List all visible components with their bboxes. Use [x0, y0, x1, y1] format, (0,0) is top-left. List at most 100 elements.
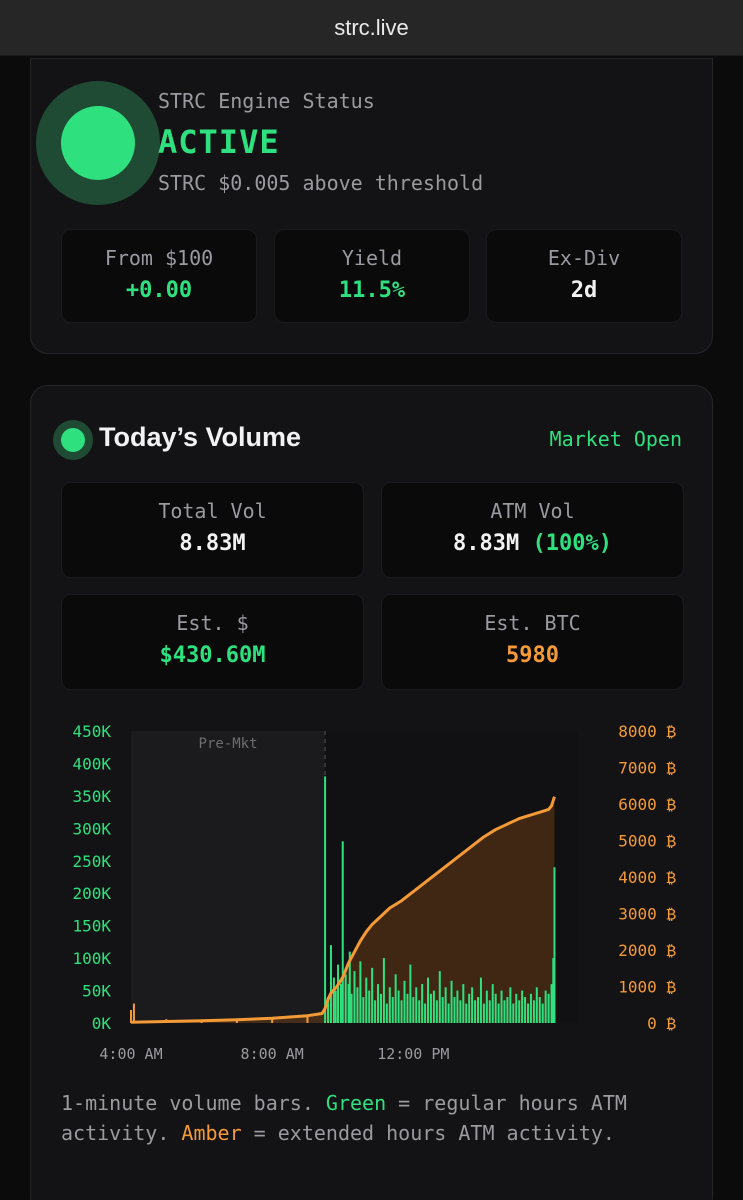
green-volume-bar: [379, 993, 382, 1023]
tile-value: 11.5%: [338, 278, 406, 303]
green-volume-bar: [391, 997, 394, 1023]
y-left-tick-label: 250K: [72, 852, 111, 871]
y-left-tick-label: 50K: [82, 982, 111, 1001]
green-volume-bar: [350, 993, 353, 1023]
tile-label: ATM Vol: [490, 499, 575, 523]
green-volume-bar: [421, 984, 424, 1023]
atm-vol-tile: ATM Vol 8.83M (100%): [381, 482, 684, 578]
green-volume-bar: [397, 990, 400, 1023]
green-volume-bar: [453, 997, 456, 1023]
y-left-tick-label: 150K: [72, 917, 111, 936]
green-volume-bar: [532, 1000, 535, 1023]
green-volume-bar: [365, 977, 368, 1023]
green-volume-bar: [356, 987, 359, 1023]
tile-label: From $100: [104, 246, 214, 270]
green-volume-bar: [544, 990, 547, 1023]
green-volume-bar: [521, 990, 524, 1023]
green-volume-bar: [524, 997, 527, 1023]
green-volume-bar: [418, 1000, 421, 1023]
green-volume-bar: [334, 990, 337, 1023]
green-volume-bar: [362, 997, 365, 1023]
green-volume-bar: [341, 841, 344, 1023]
green-volume-bar: [535, 987, 538, 1023]
tile-value: 5980: [506, 643, 559, 668]
y-left-tick-label: 300K: [72, 819, 111, 838]
caption-text-3: = extended hours ATM activity.: [241, 1121, 615, 1145]
green-volume-bar: [324, 776, 327, 1023]
y-right-tick-label: 7000 ₿: [618, 759, 676, 778]
green-volume-bar: [435, 1000, 438, 1023]
market-status-badge: Market Open: [549, 427, 682, 451]
green-volume-bar: [412, 997, 415, 1023]
btc-cumulative-line: [130, 796, 556, 1024]
green-volume-bar: [368, 990, 371, 1023]
x-tick-label: 8:00 AM: [241, 1045, 304, 1063]
premarket-region: [131, 731, 326, 1023]
green-volume-bar: [385, 1003, 388, 1023]
todays-volume-card: Today’s Volume Market Open Total Vol 8.8…: [30, 385, 713, 1200]
tile-value-percent: (100%): [519, 531, 612, 556]
engine-status-card: STRC Engine Status ACTIVE STRC $0.005 ab…: [30, 58, 713, 354]
green-volume-bar: [518, 1000, 521, 1023]
x-tick-label: 12:00 PM: [377, 1045, 449, 1063]
green-volume-bar: [450, 980, 453, 1023]
green-volume-bar: [538, 997, 541, 1023]
green-volume-bar: [441, 997, 444, 1023]
y-right-tick-label: 3000 ₿: [618, 905, 676, 924]
browser-address-bar[interactable]: strc.live: [0, 0, 743, 56]
green-volume-bar: [477, 997, 480, 1023]
amber-volume-bar: [306, 1016, 309, 1023]
green-volume-bar: [527, 1003, 530, 1023]
green-volume-bar: [509, 987, 512, 1023]
green-volume-bar: [382, 958, 385, 1023]
status-value: ACTIVE: [158, 123, 280, 161]
green-volume-bar: [406, 993, 409, 1023]
ex-div-tile: Ex-Div 2d: [486, 229, 682, 323]
amber-volume-bar: [132, 1003, 135, 1023]
y-right-tick-label: 4000 ₿: [618, 868, 676, 887]
total-vol-tile: Total Vol 8.83M: [61, 482, 364, 578]
green-volume-bar: [332, 977, 335, 1023]
green-volume-bar: [432, 990, 435, 1023]
green-volume-bar: [497, 1003, 500, 1023]
green-volume-bar: [400, 1000, 403, 1023]
volume-title: Today’s Volume: [99, 422, 302, 452]
tile-value: $430.60M: [159, 643, 266, 668]
green-volume-bar: [339, 984, 342, 1023]
volume-chart-svg: Pre-Mkt 0K 50K 100K 150K 200K 250K 300K 350K 400K…: [72, 722, 676, 1063]
green-volume-bar: [394, 974, 397, 1023]
tile-label: Est. BTC: [484, 611, 581, 635]
tile-label: Yield: [341, 246, 403, 270]
green-volume-bar: [447, 1003, 450, 1023]
caption-amber-word: Amber: [181, 1121, 242, 1145]
green-volume-bar: [500, 990, 503, 1023]
green-volume-bar: [427, 977, 430, 1023]
green-volume-bar: [506, 997, 509, 1023]
green-volume-bar: [415, 987, 418, 1023]
green-volume-bar: [459, 1000, 462, 1023]
green-volume-bar: [424, 1003, 427, 1023]
green-volume-bar: [359, 961, 362, 1023]
y-left-tick-label: 200K: [72, 884, 111, 903]
green-volume-bar: [353, 971, 356, 1023]
green-volume-bar: [471, 987, 474, 1023]
green-volume-bar: [485, 990, 488, 1023]
green-volume-bar: [374, 1000, 377, 1023]
status-indicator-icon: [61, 106, 135, 180]
green-volume-bar: [344, 974, 347, 1023]
green-volume-bar: [377, 984, 380, 1023]
caption-green-word: Green: [325, 1091, 387, 1115]
premarket-label: Pre-Mkt: [199, 736, 258, 752]
status-subtitle: STRC $0.005 above threshold: [158, 171, 484, 195]
amber-volume-bar: [271, 1017, 274, 1023]
green-volume-bar: [515, 993, 518, 1023]
green-volume-bar: [503, 1000, 506, 1023]
y-right-tick-label: 0 ₿: [647, 1014, 676, 1033]
tile-value: 8.83M: [179, 531, 246, 556]
amber-volume-bar: [235, 1019, 238, 1023]
x-tick-label: 4:00 AM: [99, 1045, 162, 1063]
green-volume-bar: [329, 945, 332, 1023]
y-right-tick-label: 1000 ₿: [618, 978, 676, 997]
green-volume-bar: [348, 951, 351, 1023]
est-dollar-tile: Est. $ $430.60M: [61, 594, 364, 690]
